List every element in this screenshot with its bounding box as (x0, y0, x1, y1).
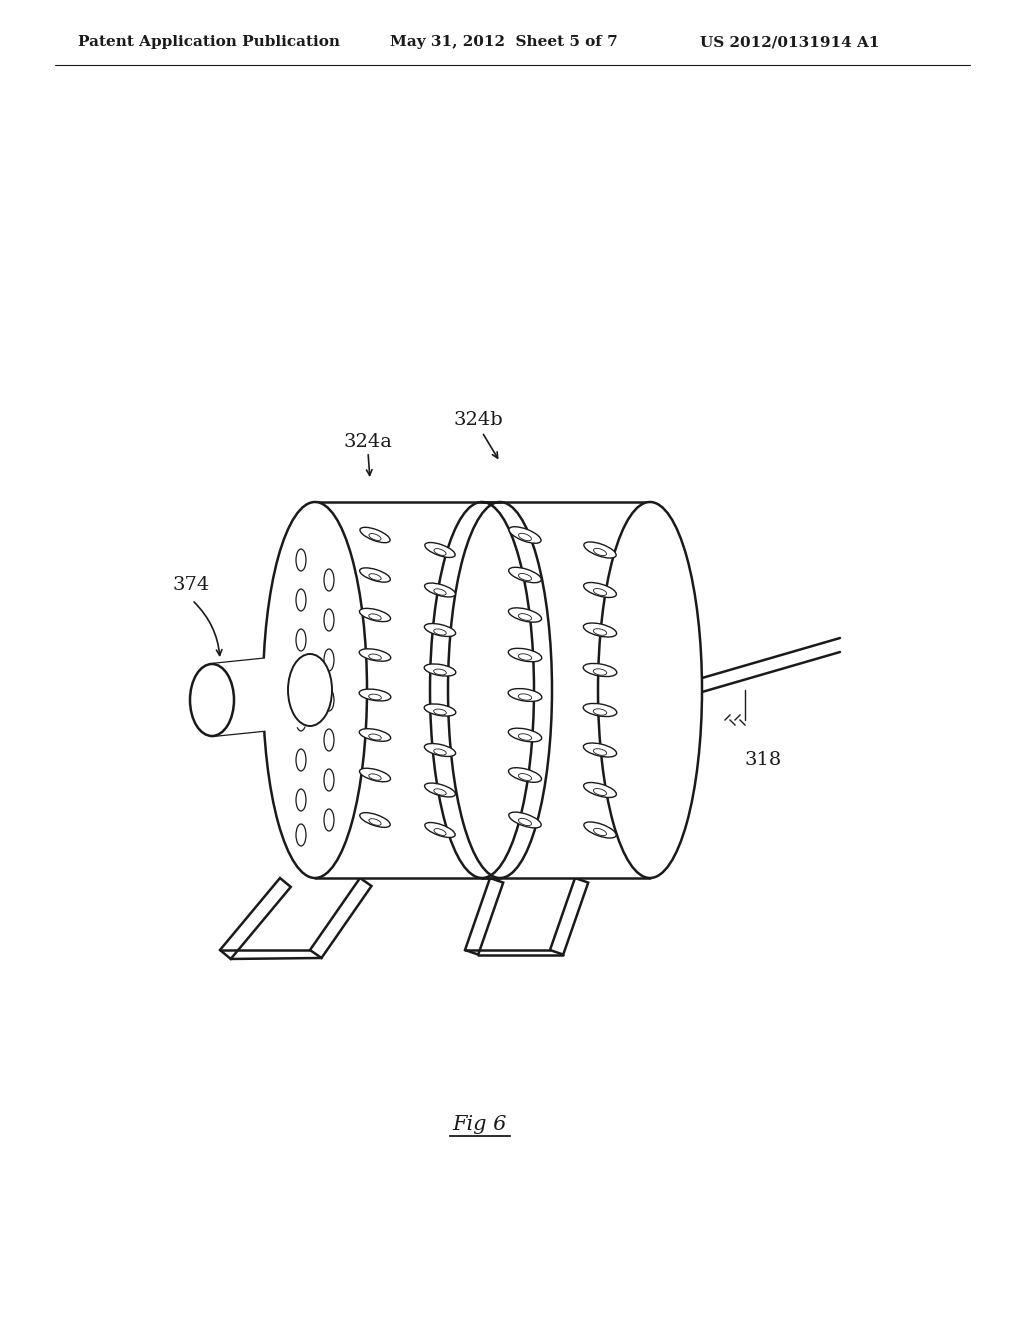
Ellipse shape (296, 589, 306, 611)
Text: May 31, 2012  Sheet 5 of 7: May 31, 2012 Sheet 5 of 7 (390, 36, 617, 49)
Polygon shape (220, 878, 291, 958)
Ellipse shape (359, 768, 390, 781)
Ellipse shape (584, 543, 616, 558)
Ellipse shape (584, 822, 616, 838)
Ellipse shape (509, 527, 541, 544)
Ellipse shape (359, 689, 391, 701)
Ellipse shape (425, 543, 456, 557)
Ellipse shape (509, 607, 542, 622)
Ellipse shape (296, 630, 306, 651)
Ellipse shape (425, 822, 456, 837)
Ellipse shape (296, 709, 306, 731)
Ellipse shape (324, 609, 334, 631)
Ellipse shape (584, 623, 616, 638)
Polygon shape (212, 653, 310, 737)
Ellipse shape (324, 809, 334, 832)
Ellipse shape (296, 549, 306, 572)
Ellipse shape (359, 609, 390, 622)
Ellipse shape (584, 664, 616, 677)
Ellipse shape (296, 824, 306, 846)
Ellipse shape (584, 783, 616, 797)
Ellipse shape (509, 568, 542, 582)
Ellipse shape (584, 582, 616, 598)
Ellipse shape (508, 648, 542, 661)
Ellipse shape (324, 649, 334, 671)
Ellipse shape (584, 704, 616, 717)
Text: 374: 374 (172, 576, 209, 594)
Ellipse shape (324, 770, 334, 791)
Ellipse shape (425, 783, 456, 797)
Ellipse shape (359, 568, 390, 582)
Ellipse shape (584, 743, 616, 756)
Ellipse shape (263, 502, 367, 878)
Ellipse shape (324, 689, 334, 711)
Text: 324a: 324a (344, 433, 392, 451)
Ellipse shape (288, 653, 332, 726)
Ellipse shape (424, 623, 456, 636)
Polygon shape (465, 878, 503, 954)
Ellipse shape (508, 689, 542, 701)
Text: Patent Application Publication: Patent Application Publication (78, 36, 340, 49)
Ellipse shape (424, 743, 456, 756)
Ellipse shape (508, 729, 542, 742)
Ellipse shape (424, 704, 456, 715)
Ellipse shape (324, 729, 334, 751)
Ellipse shape (296, 748, 306, 771)
Ellipse shape (509, 812, 542, 828)
Ellipse shape (509, 768, 542, 783)
Ellipse shape (424, 664, 456, 676)
Ellipse shape (359, 813, 390, 828)
Text: 318: 318 (745, 751, 782, 770)
Polygon shape (310, 878, 372, 958)
Ellipse shape (359, 649, 391, 661)
Ellipse shape (425, 583, 456, 597)
Ellipse shape (359, 729, 391, 742)
Polygon shape (315, 502, 650, 878)
Text: Fig 6: Fig 6 (453, 1115, 507, 1134)
Ellipse shape (359, 527, 390, 543)
Text: 324b: 324b (454, 411, 503, 429)
Ellipse shape (296, 669, 306, 690)
Ellipse shape (598, 502, 702, 878)
Ellipse shape (324, 569, 334, 591)
Polygon shape (550, 878, 588, 954)
Text: US 2012/0131914 A1: US 2012/0131914 A1 (700, 36, 880, 49)
Ellipse shape (190, 664, 234, 737)
Ellipse shape (296, 789, 306, 810)
